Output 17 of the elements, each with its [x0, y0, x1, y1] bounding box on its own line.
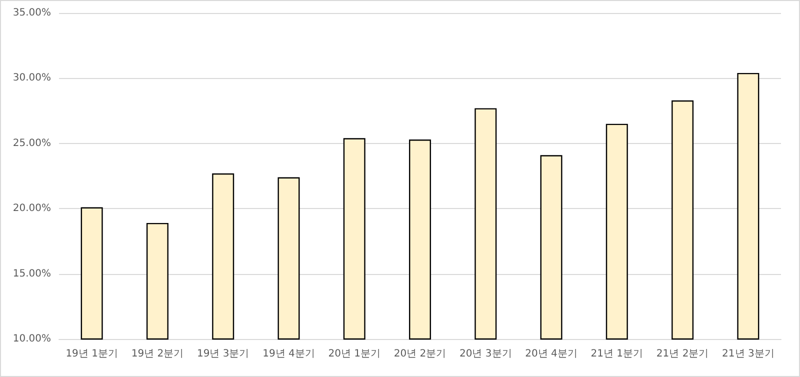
x-tick-label: 20년 2분기	[394, 348, 446, 360]
y-tick-label: 35.00%	[12, 8, 51, 18]
x-tick-label: 21년 1분기	[590, 348, 644, 360]
y-tick-label: 25.00%	[12, 138, 51, 149]
x-tick-label: 21년 3분기	[722, 348, 774, 360]
x-tick-label: 19년 2분기	[131, 348, 184, 360]
x-tick-label: 19년 4분기	[262, 348, 315, 360]
y-tick-label: 15.00%	[12, 268, 51, 280]
x-tick-label: 21년 2분기	[656, 348, 709, 360]
x-tick-label: 20년 1분기	[328, 348, 380, 360]
y-tick-label: 30.00%	[12, 72, 51, 84]
x-tick-label: 19년 1분기	[66, 348, 118, 360]
x-tick-label: 20년 4분기	[525, 348, 578, 360]
y-tick-label: 20.00%	[12, 203, 51, 214]
x-tick-label: 20년 3분기	[460, 348, 512, 360]
y-tick-label: 10.00%	[12, 334, 51, 344]
x-tick-label: 19년 3분기	[196, 348, 250, 360]
